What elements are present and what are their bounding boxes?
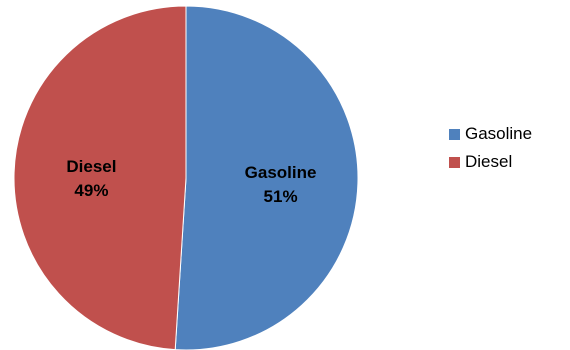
pie-slice-gasoline	[174, 5, 359, 350]
data-label-name-diesel: Diesel	[66, 157, 116, 176]
pie-data-labels: Gasoline 51% Diesel 49%	[66, 157, 316, 206]
pie-slice-diesel	[13, 5, 187, 350]
data-label-value-gasoline: 51%	[264, 187, 298, 206]
legend-item-gasoline: Gasoline	[449, 124, 532, 144]
legend-swatch-diesel	[449, 156, 460, 168]
legend-label-diesel: Diesel	[465, 152, 513, 171]
data-label-name-gasoline: Gasoline	[245, 163, 317, 182]
pie-slices	[13, 5, 359, 350]
legend-label-gasoline: Gasoline	[465, 124, 533, 143]
legend-item-diesel: Diesel	[449, 152, 532, 172]
chart-legend: Gasoline Diesel	[449, 124, 532, 180]
data-label-value-diesel: 49%	[74, 181, 108, 200]
legend-swatch-gasoline	[449, 128, 460, 140]
